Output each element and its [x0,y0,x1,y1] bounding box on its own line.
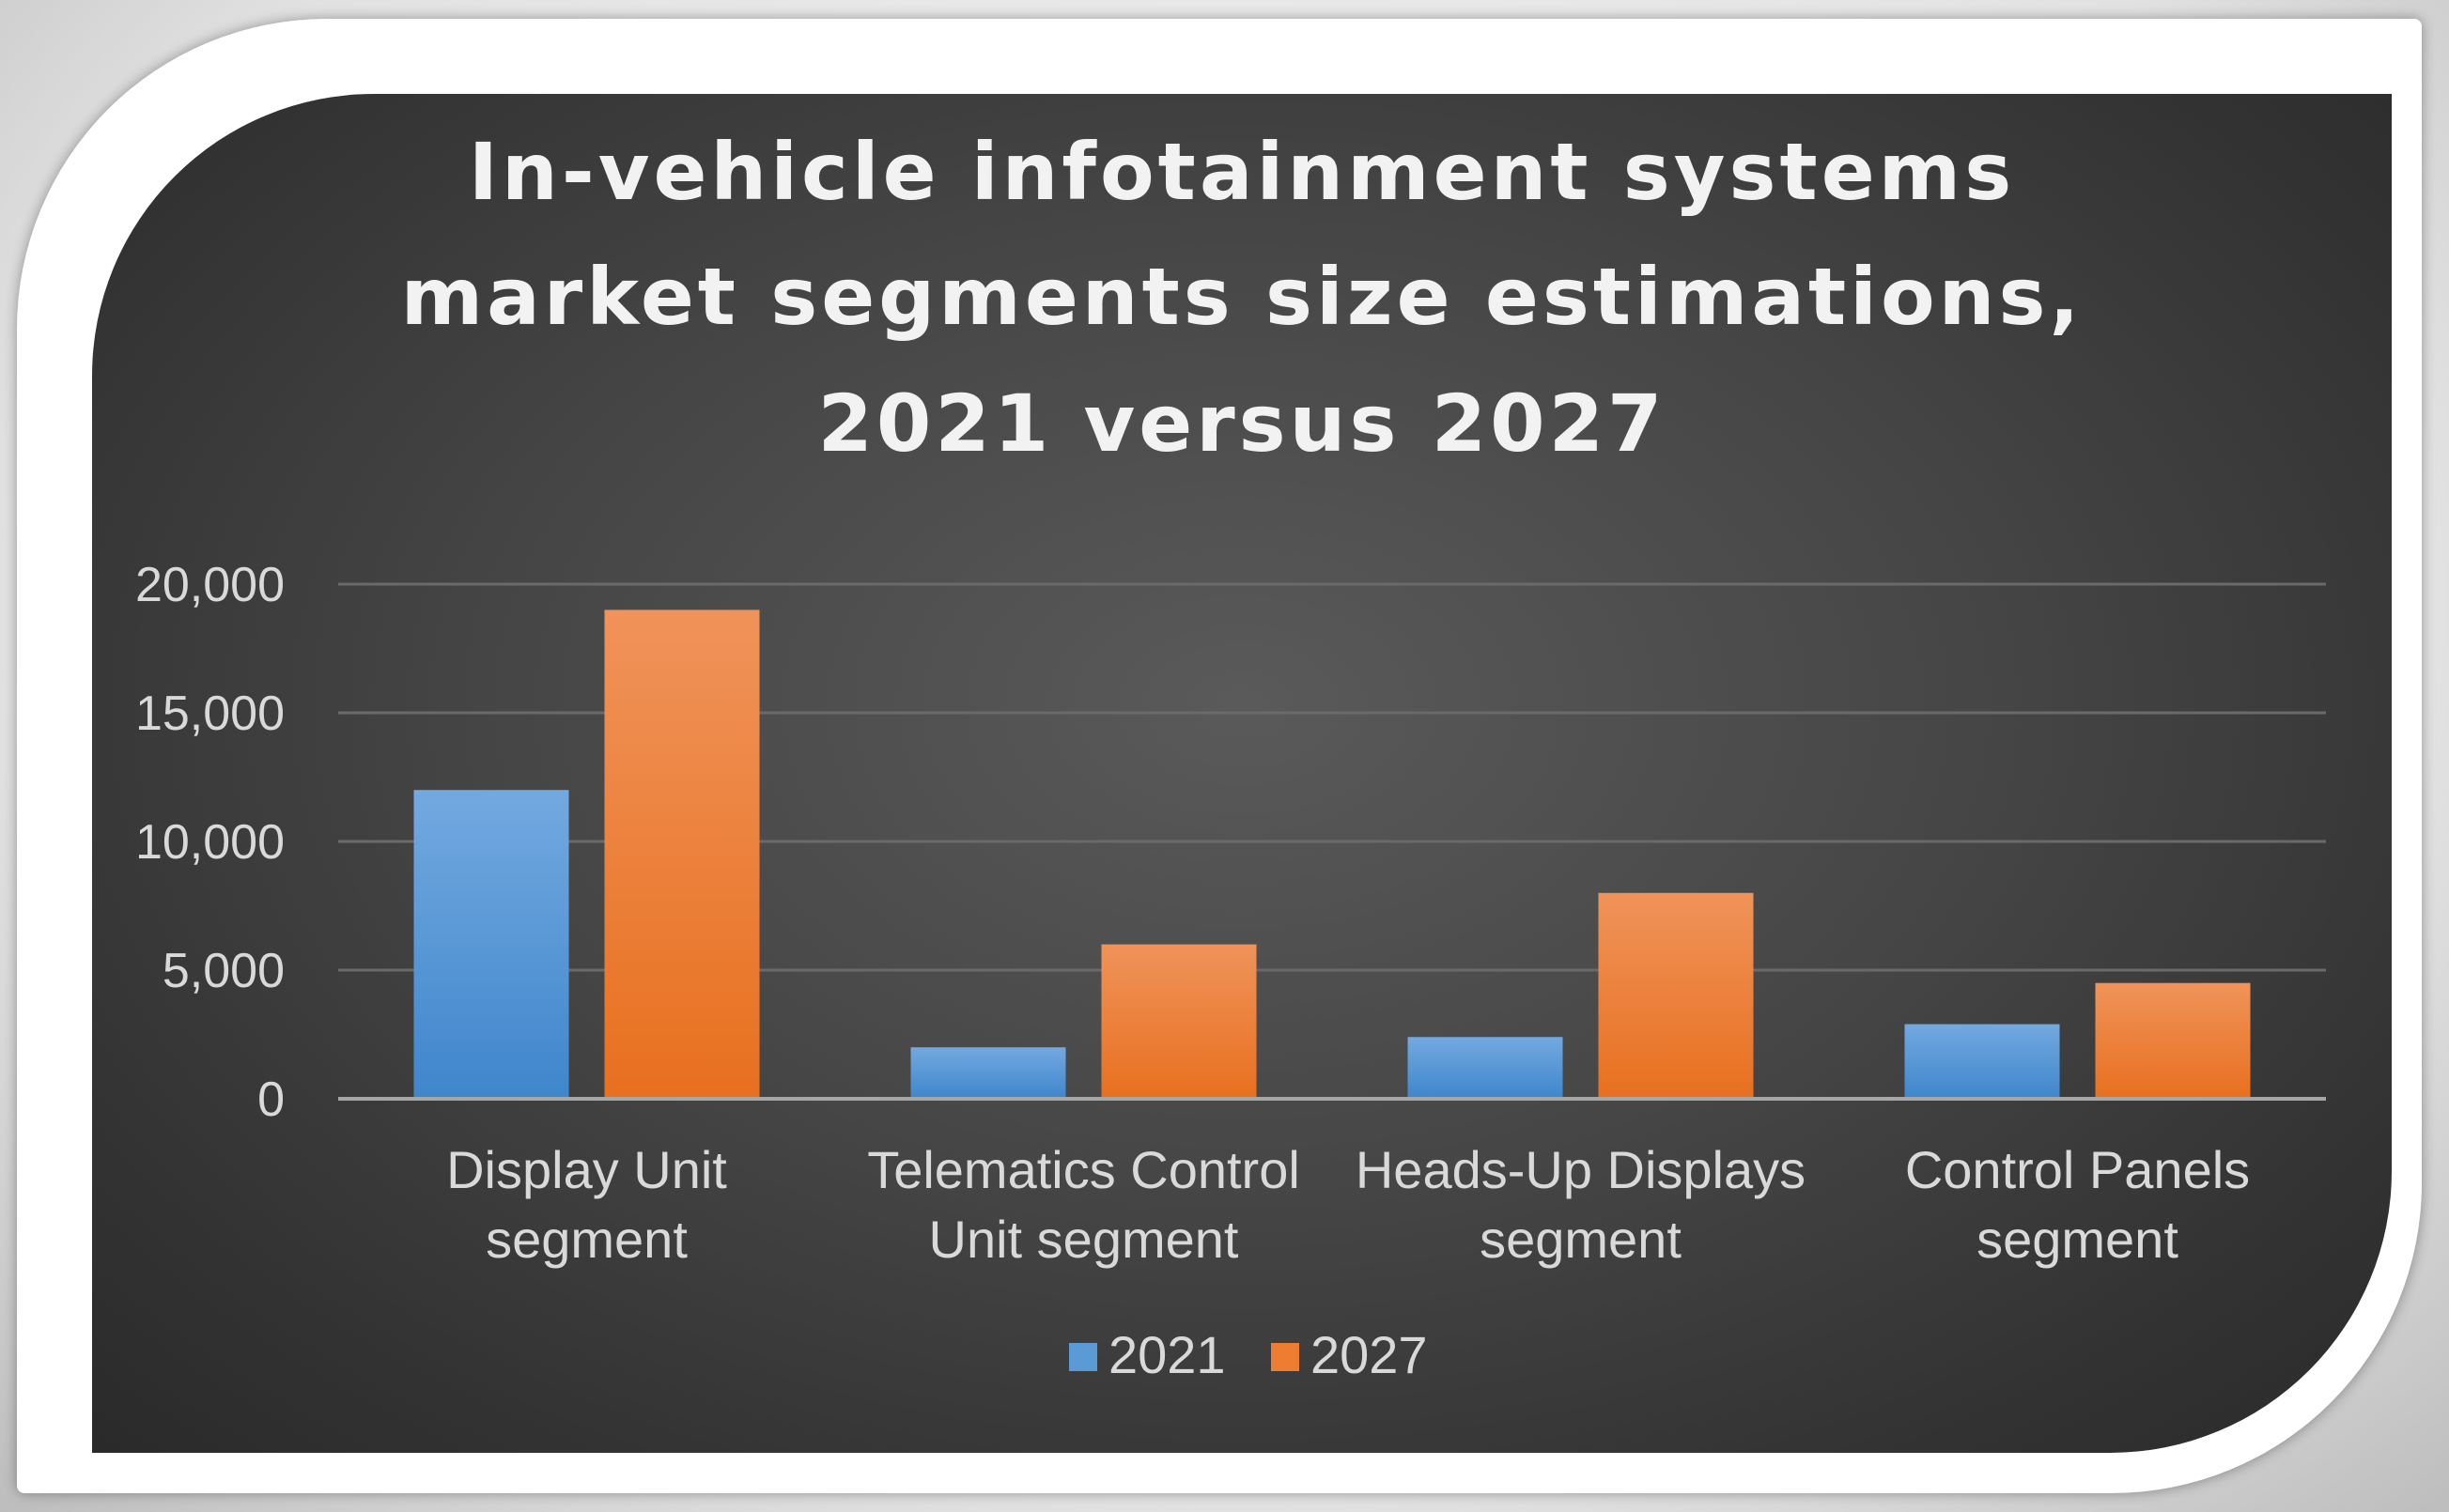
legend-label: 2027 [1310,1325,1428,1384]
bar-2021-3 [1904,1024,2060,1099]
bar-2027-0 [604,609,760,1099]
card-border: In-vehicle infotainment systems market se… [17,19,2422,1493]
bar-2021-1 [910,1047,1066,1099]
category-labels: Display Unit segment Telematics Control Uni… [446,1140,2250,1269]
legend-swatch [1271,1343,1299,1371]
chart-title: In-vehicle infotainment systems market se… [401,126,2084,470]
x-tick-label: Display Unit segment [446,1140,727,1269]
bar-2027-3 [2095,982,2251,1099]
y-tick-label: 15,000 [135,687,285,741]
bar-2021-2 [1407,1037,1563,1099]
legend-swatch [1069,1343,1097,1371]
y-axis: 0 5,000 10,000 15,000 20,000 [135,558,285,1127]
bar-chart: In-vehicle infotainment systems market se… [135,126,2326,1384]
legend-item-2027: 2027 [1271,1325,1428,1384]
x-tick-label: Control Panels segment [1905,1140,2250,1269]
chart-title-line: market segments size estimations, [401,251,2084,343]
chart-title-line: 2021 versus 2027 [817,378,1666,470]
bar-2027-2 [1598,892,1754,1099]
x-tick-label: Heads-Up Displays segment [1356,1140,1806,1269]
bar-2027-1 [1101,944,1257,1099]
y-tick-label: 0 [257,1072,285,1127]
legend-item-2021: 2021 [1069,1325,1226,1384]
y-tick-label: 5,000 [163,944,285,998]
bars [413,609,2251,1099]
legend-label: 2021 [1108,1325,1226,1384]
y-tick-label: 10,000 [135,815,285,870]
chart-panel: In-vehicle infotainment systems market se… [92,94,2392,1453]
legend: 2021 2027 [1069,1325,1428,1384]
chart-title-line: In-vehicle infotainment systems [469,126,2015,218]
y-tick-label: 20,000 [135,558,285,612]
bar-2021-0 [413,790,569,1099]
x-tick-label: Telematics Control Unit segment [867,1140,1300,1269]
